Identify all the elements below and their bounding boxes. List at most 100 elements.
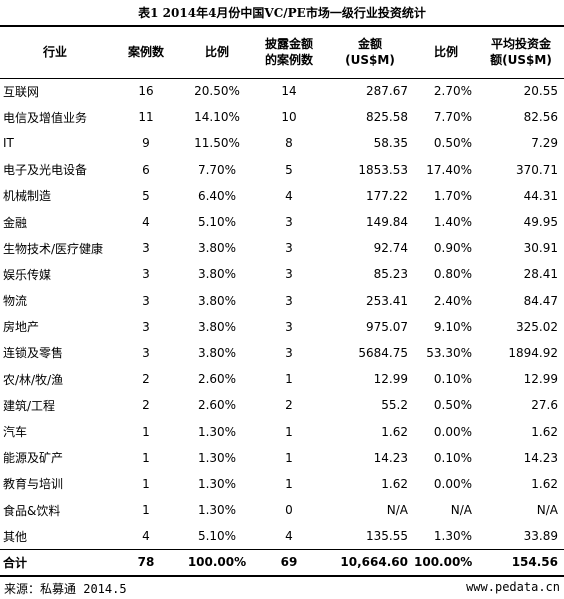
cell-industry: 金融 <box>3 215 28 230</box>
total-disclosed: 69 <box>252 548 326 577</box>
cell-amount-ratio: 0.10% <box>433 372 472 387</box>
cell-cases: 5 <box>142 188 150 203</box>
total-amount: 10,664.60 <box>326 548 414 577</box>
table-body: 互联网 16 20.50% 14 287.67 2.70% 20.55 电信及增值业务 11 14… <box>0 78 564 577</box>
table-row: 农/林/牧/渔 2 2.60% 1 12.99 0.10% 12.99 <box>0 366 564 392</box>
cell-ratio: 3.80% <box>197 267 237 282</box>
cell-industry: 机械制造 <box>3 189 52 204</box>
cell-ratio: 2.60% <box>197 398 237 413</box>
cell-amount-ratio: 2.40% <box>433 293 472 308</box>
cell-industry: 娱乐传媒 <box>3 267 52 282</box>
cell-ratio: 3.80% <box>197 241 237 256</box>
cell-amount-ratio: 0.10% <box>433 450 472 465</box>
cell-avg: 1.62 <box>531 476 558 491</box>
cell-disclosed: 1 <box>285 450 293 465</box>
table-row: 电子及光电设备 6 7.70% 5 1853.53 17.40% 370.71 <box>0 157 564 183</box>
cell-ratio: 3.80% <box>197 345 237 360</box>
cell-amount-ratio: 0.50% <box>433 398 472 413</box>
cell-amount-ratio: 0.00% <box>433 424 472 439</box>
cell-amount: 5684.75 <box>358 345 408 360</box>
header-disclosed: 披露金额 的案例数 <box>252 25 326 79</box>
table-row: 机械制造 5 6.40% 4 177.22 1.70% 44.31 <box>0 183 564 209</box>
cell-ratio: 20.50% <box>194 84 240 99</box>
cell-avg: 7.29 <box>531 136 558 151</box>
total-industry: 合计 <box>0 548 110 577</box>
cell-avg: 325.02 <box>516 319 558 334</box>
table-row: IT 9 11.50% 8 58.35 0.50% 7.29 <box>0 130 564 156</box>
cell-cases: 4 <box>142 215 150 230</box>
cell-amount: 177.22 <box>366 188 408 203</box>
cell-amount: N/A <box>386 503 408 518</box>
cell-cases: 1 <box>142 503 150 518</box>
cell-ratio: 5.10% <box>197 215 237 230</box>
cell-avg: 1894.92 <box>508 345 558 360</box>
cell-ratio: 11.50% <box>194 136 240 151</box>
header-amount: 金额 (US$M) <box>326 25 414 79</box>
cell-avg: 44.31 <box>523 188 558 203</box>
cell-amount: 85.23 <box>373 267 408 282</box>
cell-amount: 253.41 <box>366 293 408 308</box>
cell-avg: 20.55 <box>523 84 558 99</box>
cell-disclosed: 2 <box>285 398 293 413</box>
cell-industry: 连锁及零售 <box>3 346 64 361</box>
cell-cases: 1 <box>142 476 150 491</box>
cell-amount-ratio: 17.40% <box>426 162 472 177</box>
total-cases: 78 <box>110 548 182 577</box>
table-row: 房地产 3 3.80% 3 975.07 9.10% 325.02 <box>0 314 564 340</box>
cell-disclosed: 4 <box>285 529 293 544</box>
cell-amount-ratio: 1.40% <box>433 215 472 230</box>
cell-avg: N/A <box>536 503 558 518</box>
cell-disclosed: 3 <box>285 345 293 360</box>
table-row: 金融 4 5.10% 3 149.84 1.40% 49.95 <box>0 209 564 235</box>
cell-avg: 49.95 <box>523 215 558 230</box>
header-ratio: 比例 <box>182 25 252 79</box>
cell-cases: 3 <box>142 319 150 334</box>
cell-amount: 825.58 <box>366 110 408 125</box>
table-row: 能源及矿产 1 1.30% 1 14.23 0.10% 14.23 <box>0 445 564 471</box>
cell-industry: 建筑/工程 <box>3 398 56 413</box>
cell-disclosed: 8 <box>285 136 293 151</box>
cell-cases: 3 <box>142 345 150 360</box>
cell-ratio: 3.80% <box>197 319 237 334</box>
cell-cases: 2 <box>142 398 150 413</box>
cell-ratio: 1.30% <box>197 476 237 491</box>
table-row: 连锁及零售 3 3.80% 3 5684.75 53.30% 1894.92 <box>0 340 564 366</box>
cell-cases: 9 <box>142 136 150 151</box>
cell-amount: 1.62 <box>381 476 408 491</box>
cell-amount-ratio: 0.50% <box>433 136 472 151</box>
table-row: 教育与培训 1 1.30% 1 1.62 0.00% 1.62 <box>0 471 564 497</box>
cell-disclosed: 3 <box>285 215 293 230</box>
cell-industry: 互联网 <box>3 84 40 99</box>
header-cases: 案例数 <box>110 25 182 79</box>
cell-amount: 14.23 <box>373 450 408 465</box>
cell-amount-ratio: 7.70% <box>433 110 472 125</box>
cell-avg: 14.23 <box>523 450 558 465</box>
table-row: 娱乐传媒 3 3.80% 3 85.23 0.80% 28.41 <box>0 261 564 287</box>
table-row: 食品&饮料 1 1.30% 0 N/A N/A N/A <box>0 497 564 523</box>
cell-avg: 12.99 <box>523 372 558 387</box>
cell-ratio: 14.10% <box>194 110 240 125</box>
cell-amount: 135.55 <box>366 529 408 544</box>
table-row: 互联网 16 20.50% 14 287.67 2.70% 20.55 <box>0 78 564 104</box>
cell-amount-ratio: 9.10% <box>433 319 472 334</box>
source-note: 来源：私募通 2014.5 <box>4 582 127 596</box>
cell-industry: 电子及光电设备 <box>3 163 88 178</box>
cell-amount: 287.67 <box>366 84 408 99</box>
cell-amount-ratio: 2.70% <box>433 84 472 99</box>
table-row: 生物技术/医疗健康 3 3.80% 3 92.74 0.90% 30.91 <box>0 235 564 261</box>
cell-ratio: 1.30% <box>197 424 237 439</box>
total-amount-ratio: 100.00% <box>414 548 478 577</box>
total-row: 合计 78 100.00% 69 10,664.60 100.00% 154.56 <box>0 548 564 577</box>
cell-cases: 11 <box>138 110 154 125</box>
cell-amount: 1.62 <box>381 424 408 439</box>
cell-ratio: 7.70% <box>197 162 237 177</box>
cell-industry: 汽车 <box>3 425 28 440</box>
cell-disclosed: 1 <box>285 476 293 491</box>
table-row: 建筑/工程 2 2.60% 2 55.2 0.50% 27.6 <box>0 392 564 418</box>
cell-cases: 4 <box>142 529 150 544</box>
cell-disclosed: 4 <box>285 188 293 203</box>
table-row: 物流 3 3.80% 3 253.41 2.40% 84.47 <box>0 288 564 314</box>
cell-amount-ratio: N/A <box>450 503 472 518</box>
cell-disclosed: 3 <box>285 293 293 308</box>
table-title: 表1 2014年4月份中国VC/PE市场一级行业投资统计 <box>138 6 426 20</box>
